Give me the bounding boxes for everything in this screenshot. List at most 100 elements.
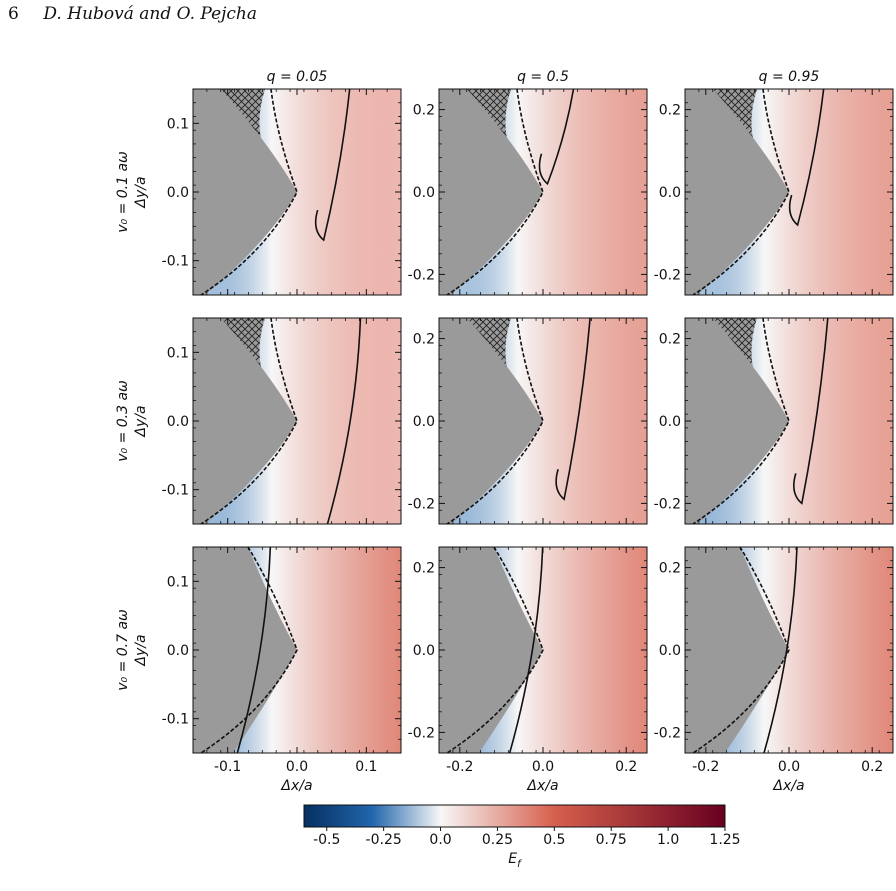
row-label: v₀ = 0.7 aω: [115, 609, 131, 691]
panel-ticks: [684, 88, 894, 296]
y-axis-label: Δy/a: [133, 405, 149, 437]
zero-contour-line: [538, 89, 575, 186]
page-number: 6: [8, 4, 19, 24]
colorbar-tick-label: -0.5: [313, 832, 340, 848]
colorbar-tick-label: 0.25: [482, 832, 513, 848]
y-tick-label: -0.2: [654, 267, 681, 283]
colorbar-tick-label: -0.25: [366, 832, 402, 848]
boundary-dashed-line: [200, 318, 298, 524]
panel-ticks: [684, 317, 894, 525]
excluded-region: [685, 318, 789, 524]
row-label: v₀ = 0.1 aω: [115, 151, 131, 233]
colorbar: -0.5 -0.25 0.0 0.25 0.5 0.75 1.0 1.25 Ef: [303, 804, 741, 870]
zero-contour-line: [763, 547, 798, 753]
excluded-region: [439, 547, 543, 753]
y-tick-label: 0.2: [413, 103, 435, 119]
y-axis-label: Δy/a: [133, 176, 149, 208]
x-tick-label: -0.2: [446, 759, 473, 775]
boundary-dashed-line: [692, 547, 790, 753]
x-tick-label: 0.0: [286, 759, 308, 775]
y-tick-label: 0.1: [167, 574, 189, 590]
column-title: q = 0.5: [517, 69, 569, 85]
y-tick-label: 0.0: [167, 414, 189, 430]
y-tick-label: -0.1: [162, 712, 189, 728]
y-tick-label: -0.1: [162, 483, 189, 499]
panel-ticks: [438, 88, 648, 296]
y-tick-label: 0.0: [167, 185, 189, 201]
excluded-region: [193, 89, 297, 295]
panel-r1-c1: -0.2 0.0 0.2: [408, 317, 648, 525]
boundary-dashed-line: [446, 547, 544, 753]
y-tick-label: 0.0: [659, 414, 681, 430]
row-label: v₀ = 0.3 aω: [115, 380, 131, 462]
zero-contour-line: [236, 547, 272, 753]
y-tick-label: 0.0: [413, 414, 435, 430]
boundary-dashed-line: [446, 318, 544, 524]
x-axis-label: Δx/a: [280, 778, 312, 794]
panel-ticks: [438, 317, 648, 525]
colorbar-tick-label: 0.75: [596, 832, 627, 848]
panel-r2-c2: -0.2 0.0 0.2 -0.2 0.0 0.2 Δx/a: [654, 546, 894, 794]
x-tick-label: 0.0: [778, 759, 800, 775]
excluded-region: [685, 89, 789, 295]
y-tick-label: 0.2: [659, 332, 681, 348]
x-tick-label: -0.2: [692, 759, 719, 775]
y-tick-label: 0.0: [413, 185, 435, 201]
x-tick-label: -0.1: [214, 759, 241, 775]
excluded-region: [685, 547, 789, 753]
zero-contour-line: [788, 89, 825, 227]
y-tick-label: 0.2: [413, 561, 435, 577]
y-tick-label: 0.0: [413, 643, 435, 659]
panel-r2-c1: -0.2 0.0 0.2 -0.2 0.0 0.2 Δx/a: [408, 546, 648, 794]
boundary-dashed-line: [200, 547, 298, 753]
boundary-dashed-line: [692, 89, 790, 295]
boundary-dashed-line: [692, 318, 790, 524]
colorbar-gradient: [303, 804, 726, 828]
x-axis-label: Δx/a: [772, 778, 804, 794]
panel-r0-c1: -0.2 0.0 0.2 q = 0.5: [408, 69, 648, 296]
panel-r0-c2: -0.2 0.0 0.2 q = 0.95: [654, 69, 894, 296]
y-tick-label: 0.2: [659, 103, 681, 119]
zero-contour-line: [314, 89, 351, 242]
excluded-region: [193, 547, 297, 753]
excluded-region: [193, 318, 297, 524]
x-tick-label: 0.0: [532, 759, 554, 775]
y-tick-label: -0.2: [408, 267, 435, 283]
y-tick-label: 0.0: [659, 643, 681, 659]
y-tick-label: -0.2: [654, 725, 681, 741]
panel-ticks: [192, 88, 402, 296]
column-title: q = 0.95: [759, 69, 820, 85]
page-header: 6 D. Hubová and O. Pejcha: [8, 4, 257, 24]
colorbar-tick-label: 1.25: [709, 832, 740, 848]
panel-r1-c0: -0.1 0.0 0.1 v₀ = 0.3 aω Δy/a: [115, 317, 402, 525]
colorbar-tick-label: 1.0: [657, 832, 679, 848]
zero-contour-line: [555, 318, 591, 501]
y-tick-label: -0.1: [162, 254, 189, 270]
excluded-region: [439, 318, 543, 524]
column-title: q = 0.05: [267, 69, 328, 85]
y-tick-label: 0.2: [413, 332, 435, 348]
y-tick-label: 0.1: [167, 345, 189, 361]
y-tick-label: 0.0: [167, 643, 189, 659]
zero-contour-line: [508, 547, 544, 753]
boundary-dashed-line: [200, 89, 298, 295]
excluded-region: [439, 89, 543, 295]
panel-ticks: [192, 317, 402, 525]
colorbar-tick-label: 0.5: [543, 832, 565, 848]
panel-r0-c0: -0.1 0.0 0.1 q = 0.05 v₀ = 0.1 aω Δy/a: [115, 69, 402, 296]
caption-fragment: 2 2: [0, 872, 896, 891]
x-axis-label: Δx/a: [526, 778, 558, 794]
boundary-dashed-line: [446, 89, 544, 295]
page-authors: D. Hubová and O. Pejcha: [43, 4, 258, 24]
y-tick-label: 0.2: [659, 561, 681, 577]
y-tick-label: 0.1: [167, 116, 189, 132]
x-tick-label: 0.2: [861, 759, 883, 775]
colorbar-label: Ef: [508, 851, 522, 870]
panel-ticks: [438, 546, 648, 754]
y-tick-label: -0.2: [408, 725, 435, 741]
panel-r1-c2: -0.2 0.0 0.2: [654, 317, 894, 525]
colorbar-tick-label: 0.0: [429, 832, 451, 848]
y-tick-label: 0.0: [659, 185, 681, 201]
panel-ticks: [192, 546, 402, 754]
